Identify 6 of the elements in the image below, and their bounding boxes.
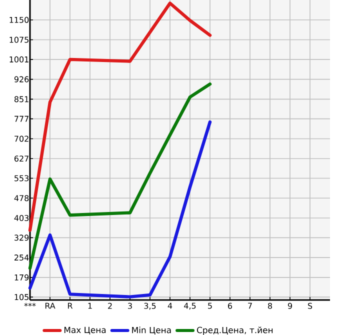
legend-label: Min Цена <box>132 326 171 334</box>
legend-label: Сред.Цена, т.йен <box>196 326 273 335</box>
line-series <box>28 82 212 270</box>
line-series <box>28 120 212 298</box>
legend-label: Max Цена <box>64 326 106 334</box>
line-series <box>28 2 212 232</box>
